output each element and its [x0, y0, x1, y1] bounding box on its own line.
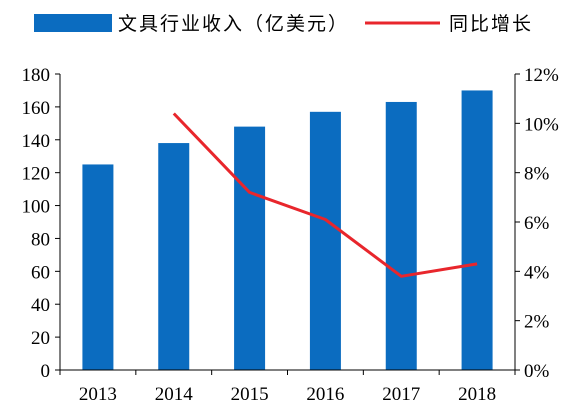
y-left-tick-label: 120 [22, 164, 51, 185]
bar-2016 [309, 111, 341, 371]
growth-line [172, 112, 478, 278]
legend-bar-label: 文具行业收入（亿美元） [118, 13, 349, 35]
y-left-tick-label: 20 [31, 328, 50, 349]
bar-2017 [385, 101, 417, 370]
y-left-tick-label: 180 [22, 65, 51, 86]
x-tick-label: 2014 [155, 384, 194, 405]
bar-2014 [158, 143, 190, 370]
legend-bar-swatch [34, 14, 112, 32]
bar-2013 [82, 164, 114, 370]
x-tick-label: 2013 [79, 384, 117, 405]
legend: 文具行业收入（亿美元） 同比增长 [34, 13, 533, 35]
x-tick-label: 2018 [458, 384, 496, 405]
y-left-tick-label: 80 [31, 229, 50, 250]
bar-2018 [461, 90, 493, 370]
y-left-tick-label: 0 [41, 361, 51, 382]
y-right-tick-label: 2% [524, 312, 550, 333]
y-right-tick-label: 6% [524, 213, 550, 234]
y-right-tick-label: 10% [524, 114, 559, 135]
y-right-tick-label: 0% [524, 361, 550, 382]
y-left-tick-label: 100 [22, 197, 51, 218]
y-right-tick-label: 8% [524, 164, 550, 185]
legend-line-label: 同比增长 [449, 13, 533, 35]
x-tick-label: 2016 [306, 384, 344, 405]
y-left-tick-label: 60 [31, 262, 50, 283]
bar-2015 [234, 126, 266, 370]
x-tick-label: 2015 [231, 384, 269, 405]
y-right-tick-label: 12% [524, 65, 559, 86]
plot-area: 0 20 40 60 80 100 120 140 160 180 0% 2% 4% 6% 8% 10% 12%… [22, 65, 560, 405]
y-left-tick-label: 160 [22, 98, 51, 119]
y-left-tick-label: 140 [22, 131, 51, 152]
y-right-tick-label: 4% [524, 262, 550, 283]
x-tick-label: 2017 [382, 384, 420, 405]
y-left-tick-label: 40 [31, 295, 50, 316]
